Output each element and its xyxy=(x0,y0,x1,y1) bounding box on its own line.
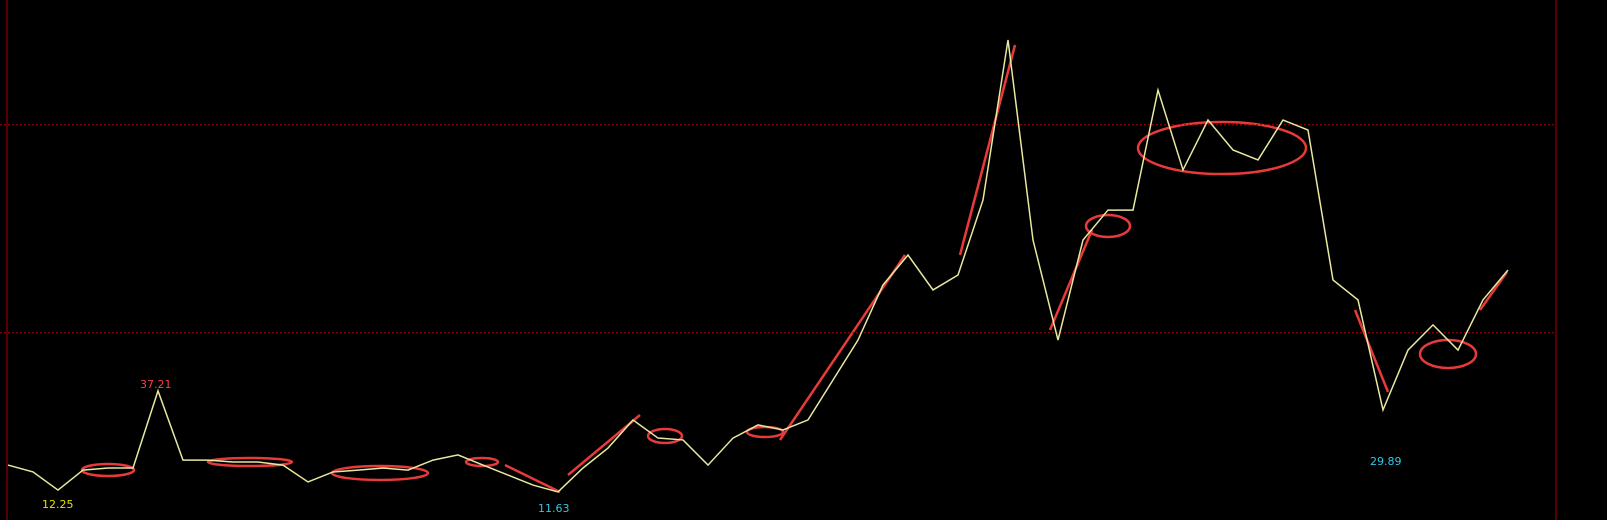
annotation-label: 12.25 xyxy=(42,498,74,511)
ellipse xyxy=(1084,213,1132,239)
arrow xyxy=(1478,271,1509,311)
annotation-label: 29.89 xyxy=(1370,455,1402,468)
arrow xyxy=(1048,229,1094,331)
ellipse xyxy=(206,456,294,468)
arrow xyxy=(1353,309,1390,393)
annotation-label: 11.63 xyxy=(538,502,570,515)
arrow xyxy=(778,254,907,441)
arrow xyxy=(504,463,561,494)
ellipse xyxy=(464,456,500,468)
ellipse xyxy=(646,427,684,445)
annotation-label: 37.21 xyxy=(140,378,172,391)
ellipse xyxy=(1136,120,1308,176)
arrow xyxy=(958,44,1017,256)
price-line xyxy=(7,39,1509,493)
